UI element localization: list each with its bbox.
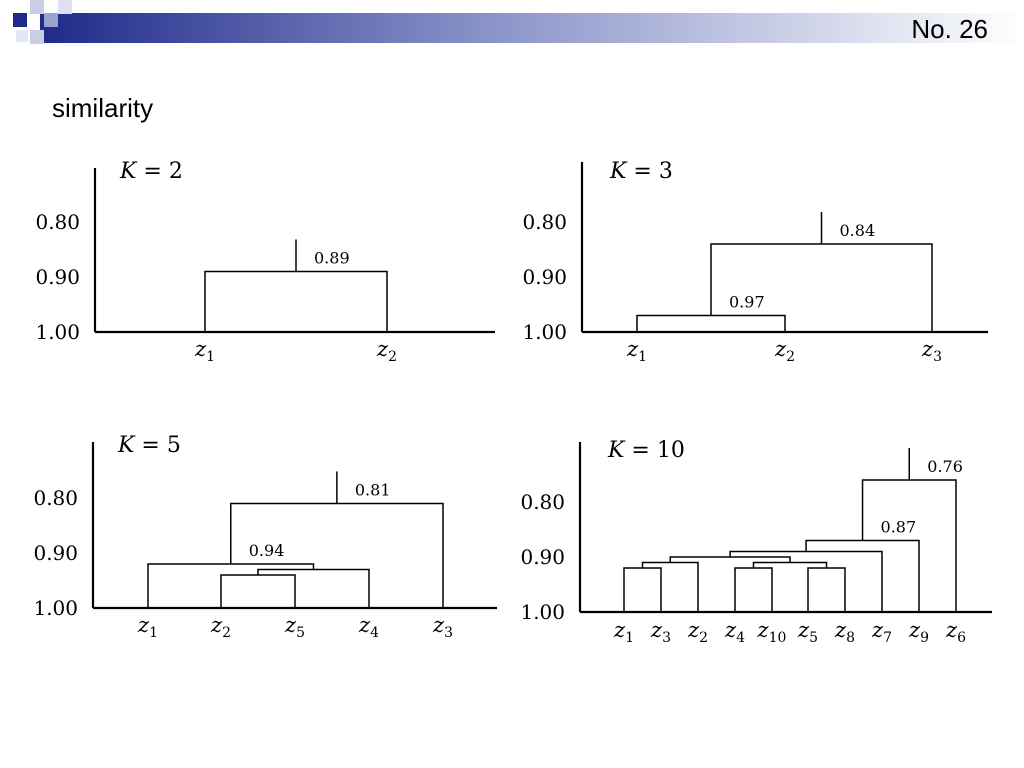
leaf-label: z4 (724, 618, 745, 646)
k-label: K = 2 (119, 159, 183, 184)
dendrogram-k2: 0.80 0.90 1.00 K = 2 z1 z2 0.89 (35, 159, 495, 365)
header-square-dark (13, 13, 27, 27)
merge-link (729, 550, 883, 612)
merge-link (710, 243, 933, 332)
merge-similarity-label: 0.89 (314, 249, 350, 268)
merge-similarity-label: 0.87 (881, 518, 917, 537)
y-tick-label: 0.90 (35, 265, 80, 289)
merge-link (807, 567, 846, 612)
k-label: K = 5 (117, 433, 181, 458)
merge-similarity-label: 0.94 (249, 541, 285, 560)
leaf-label: z3 (432, 613, 453, 641)
header-square-light-5 (16, 30, 28, 42)
merge-similarity-label: 0.97 (729, 293, 765, 312)
merge-link (204, 270, 388, 332)
header-square-light-2 (44, 13, 58, 27)
leaf-label: z1 (626, 337, 647, 365)
leaf-label: z5 (284, 613, 305, 641)
merge-link (623, 567, 662, 612)
merge-link (734, 567, 773, 612)
dendrogram-k3: 0.80 0.90 1.00 K = 3 z1 z2 z3 0.97 0.84 (522, 159, 988, 365)
leaf-label: z2 (376, 337, 397, 365)
y-tick-label: 0.90 (522, 265, 567, 289)
leaf-label: z7 (871, 618, 892, 646)
y-tick-label: 0.90 (520, 545, 565, 569)
leaf-label: z4 (358, 613, 379, 641)
merge-similarity-label: 0.76 (927, 457, 963, 476)
leaf-label: z2 (774, 337, 795, 365)
header-decoration-band (13, 0, 1024, 44)
y-tick-label: 1.00 (33, 596, 78, 620)
leaf-label: z3 (921, 337, 942, 365)
y-tick-label: 0.80 (520, 490, 565, 514)
merge-similarity-label: 0.84 (840, 221, 876, 240)
merge-link (752, 561, 828, 568)
y-tick-label: 1.00 (35, 320, 80, 344)
leaf-label: z5 (797, 618, 818, 646)
leaf-label: z1 (194, 337, 215, 365)
merge-link (636, 314, 786, 332)
dendrogram-k5: 0.80 0.90 1.00 K = 5 z1 z2 z5 z4 z3 0.94 0.81 (33, 433, 497, 641)
merge-link (669, 556, 791, 563)
dendrogram-k10: 0.80 0.90 1.00 K = 10 z1 z3 z2 z4 z10 z5 z8 z7 z9 z6 0… (520, 438, 992, 646)
header-gradient-bar (40, 13, 1024, 43)
leaf-label: z2 (687, 618, 708, 646)
slide-heading: similarity (52, 93, 154, 123)
merge-link (861, 479, 957, 612)
y-tick-label: 0.80 (522, 210, 567, 234)
leaf-label: z3 (650, 618, 671, 646)
merge-link (641, 561, 699, 612)
k-label: K = 3 (609, 159, 673, 184)
y-tick-label: 0.90 (33, 541, 78, 565)
y-tick-label: 0.80 (33, 486, 78, 510)
leaf-label: z2 (210, 613, 231, 641)
merge-similarity-label: 0.81 (355, 481, 391, 500)
leaf-label: z1 (613, 618, 634, 646)
leaf-label: z8 (834, 618, 855, 646)
leaf-label: z1 (137, 613, 158, 641)
leaf-label: z10 (757, 618, 787, 646)
header-square-light-4 (58, 0, 72, 14)
header-square-light-3 (30, 30, 44, 44)
y-tick-label: 1.00 (522, 320, 567, 344)
merge-link (220, 574, 296, 608)
merge-link (147, 563, 315, 608)
y-tick-label: 1.00 (520, 600, 565, 624)
leaf-label: z6 (945, 618, 966, 646)
y-tick-label: 0.80 (35, 210, 80, 234)
k-label: K = 10 (607, 438, 685, 463)
header-square-light-1 (30, 0, 44, 14)
page-number: No. 26 (911, 14, 988, 44)
leaf-label: z9 (908, 618, 929, 646)
